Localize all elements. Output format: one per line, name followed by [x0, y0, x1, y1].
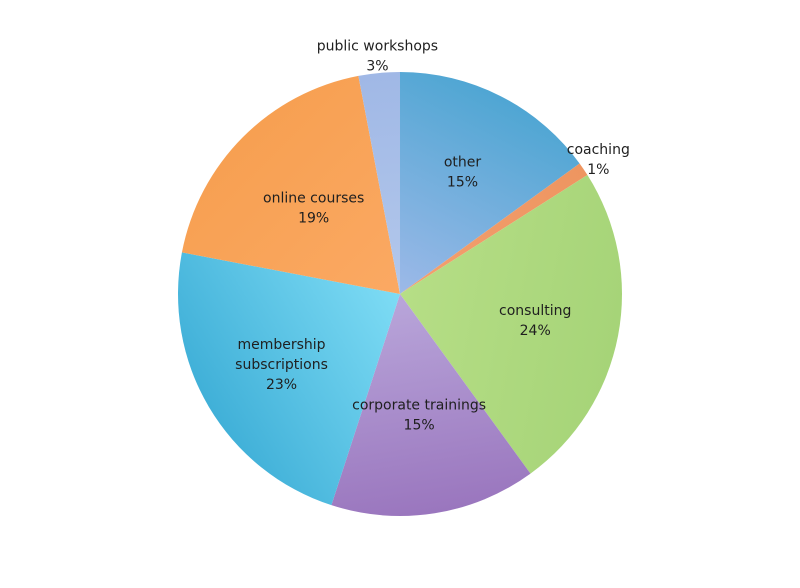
pie-slice-corporate-trainings [331, 294, 531, 516]
slice-label-consulting: consulting 24% [499, 303, 571, 339]
slice-label-online-courses: online courses 19% [263, 191, 364, 227]
slice-labels: other 15% coaching 1% consulting 24% corporate… [235, 38, 630, 433]
slice-label-membership-subscriptions: membership subscriptions 23% [235, 337, 328, 393]
slice-label-public-workshops: public workshops 3% [317, 38, 438, 74]
pie-slice-public-workshops [358, 72, 400, 294]
pie-slice-membership-subscriptions [178, 252, 400, 506]
pie-slice-consulting [400, 175, 622, 474]
slice-label-other: other 15% [444, 154, 482, 190]
pie-slice-other [400, 72, 580, 294]
slice-label-corporate-trainings: corporate trainings 15% [352, 398, 486, 434]
pie-slices [178, 72, 622, 516]
pie-slice-coaching [400, 163, 588, 294]
pie-slice-online-courses [181, 75, 400, 295]
slice-label-coaching: coaching 1% [567, 142, 630, 178]
